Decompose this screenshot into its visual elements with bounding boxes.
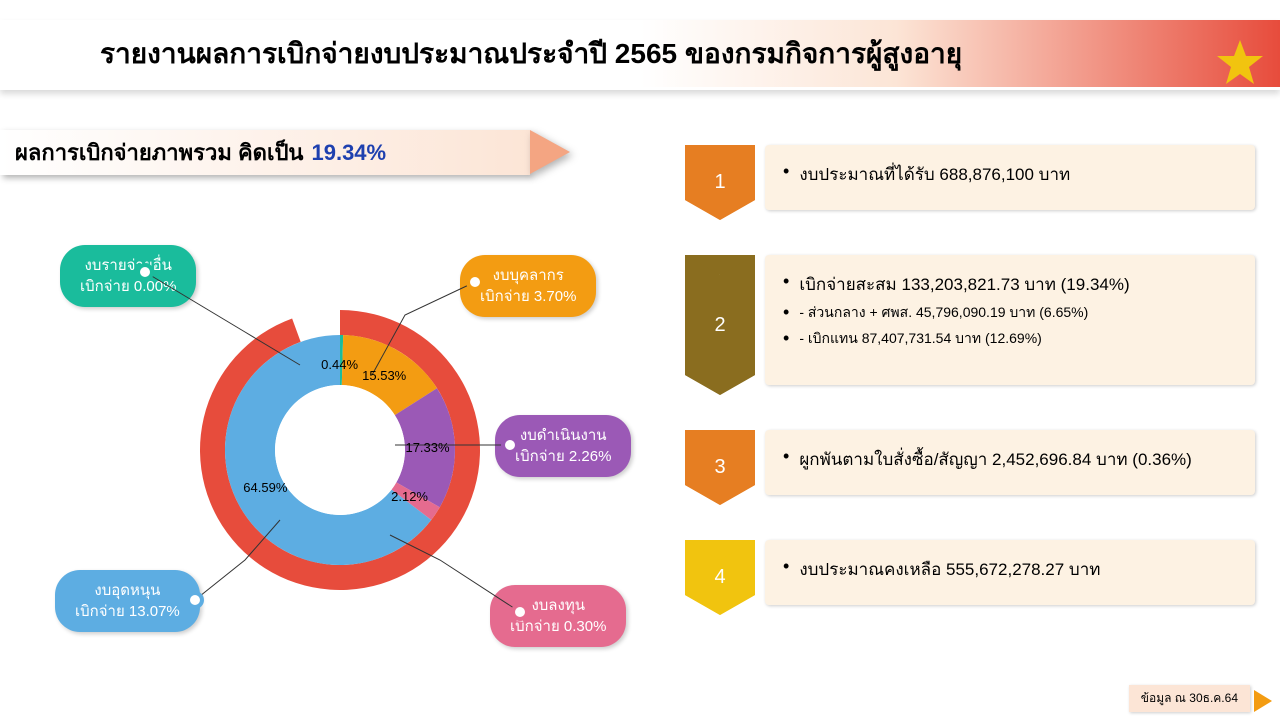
info-item: งบประมาณที่ได้รับ 688,876,100 บาท bbox=[783, 161, 1237, 188]
info-box: ผูกพันตามใบสั่งซื้อ/สัญญา 2,452,696.84 บ… bbox=[765, 430, 1255, 495]
info-item: งบประมาณคงเหลือ 555,672,278.27 บาท bbox=[783, 556, 1237, 583]
chevron-badge: 1 bbox=[685, 145, 755, 220]
page-title: รายงานผลการเบิกจ่ายงบประมาณประจำปี 2565 … bbox=[100, 32, 962, 76]
slice-label: 2.12% bbox=[391, 489, 428, 504]
info-item: ผูกพันตามใบสั่งซื้อ/สัญญา 2,452,696.84 บ… bbox=[783, 446, 1237, 473]
overview-bar: ผลการเบิกจ่ายภาพรวม คิดเป็น 19.34% bbox=[0, 130, 530, 175]
info-item: เบิกจ่ายสะสม 133,203,821.73 บาท (19.34%) bbox=[783, 271, 1237, 298]
chart-area: งบรายจ่ายอื่นเบิกจ่าย 0.00%งบบุคลากรเบิก… bbox=[20, 200, 660, 680]
chevron-badge: 2 bbox=[685, 255, 755, 395]
info-item: - เบิกแทน 87,407,731.54 บาท (12.69%) bbox=[783, 328, 1237, 350]
slice-label: 17.33% bbox=[405, 440, 449, 455]
chevron-number: 4 bbox=[714, 566, 725, 589]
header-bar: รายงานผลการเบิกจ่ายงบประมาณประจำปี 2565 … bbox=[0, 20, 1280, 90]
overview-pct: 19.34% bbox=[311, 140, 386, 166]
star-icon bbox=[1215, 38, 1265, 88]
slice-label: 64.59% bbox=[243, 480, 287, 495]
chevron-number: 2 bbox=[714, 314, 725, 337]
slice-label: 0.44% bbox=[321, 357, 358, 372]
chevron-number: 1 bbox=[714, 171, 725, 194]
overview-arrow-icon bbox=[530, 130, 570, 174]
info-box: เบิกจ่ายสะสม 133,203,821.73 บาท (19.34%)… bbox=[765, 255, 1255, 385]
footer-date: ข้อมูล ณ 30ธ.ค.64 bbox=[1129, 685, 1250, 712]
overview-label: ผลการเบิกจ่ายภาพรวม คิดเป็น bbox=[15, 135, 303, 170]
chevron-badge: 3 bbox=[685, 430, 755, 505]
info-item: - ส่วนกลาง + ศพส. 45,796,090.19 บาท (6.6… bbox=[783, 302, 1237, 324]
chevron-number: 3 bbox=[714, 456, 725, 479]
chevron-badge: 4 bbox=[685, 540, 755, 615]
slice-label: 15.53% bbox=[362, 368, 406, 383]
info-box: งบประมาณคงเหลือ 555,672,278.27 บาท bbox=[765, 540, 1255, 605]
footer-arrow-icon bbox=[1254, 690, 1272, 712]
info-box: งบประมาณที่ได้รับ 688,876,100 บาท bbox=[765, 145, 1255, 210]
